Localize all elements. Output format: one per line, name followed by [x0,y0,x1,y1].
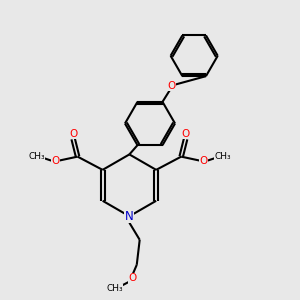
Text: O: O [167,81,176,91]
Text: CH₃: CH₃ [214,152,231,161]
Text: CH₃: CH₃ [106,284,123,293]
Text: O: O [69,129,77,139]
Text: O: O [51,156,60,166]
Text: CH₃: CH₃ [28,152,45,161]
Text: O: O [182,129,190,139]
Text: O: O [128,273,136,283]
Text: O: O [199,156,207,166]
Text: N: N [125,210,134,223]
